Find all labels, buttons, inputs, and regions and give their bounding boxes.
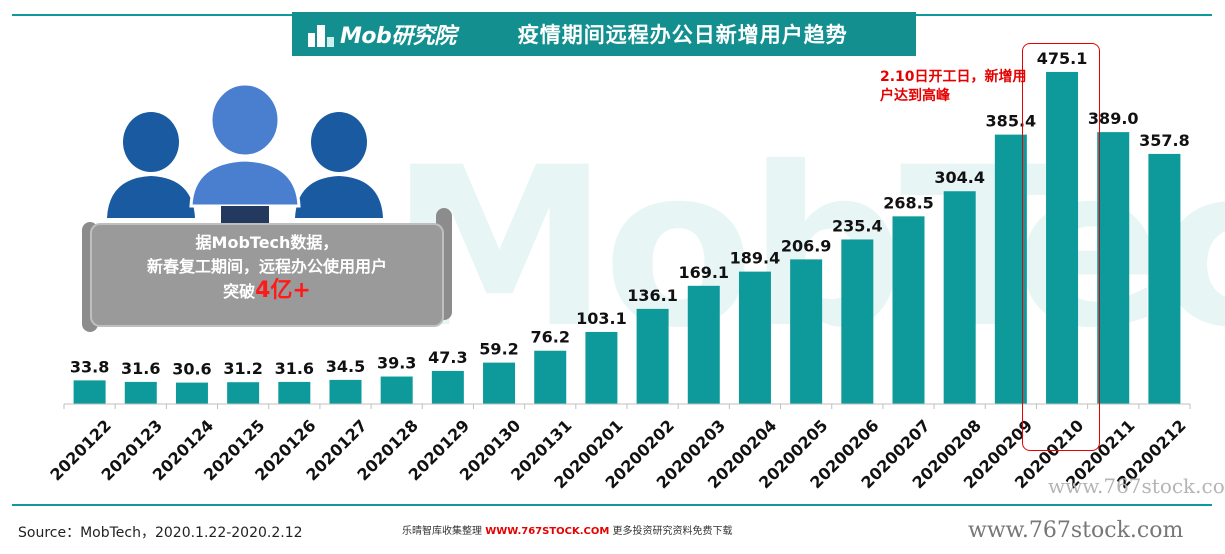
bar-2020125 — [227, 382, 260, 404]
value-label: 34.5 — [326, 357, 365, 376]
peak-annotation: 2.10日开工日，新增用户达到高峰 — [880, 69, 1027, 104]
value-label: 389.0 — [1088, 109, 1139, 128]
bar-20200212 — [1148, 153, 1181, 404]
value-label: 76.2 — [530, 328, 569, 347]
bar-20200208 — [943, 191, 976, 404]
title-banner: Mob研究院 疫情期间远程办公日新增用户趋势 — [292, 12, 916, 56]
bar-20200206 — [841, 239, 874, 404]
callout-highlight: 4亿+ — [255, 278, 311, 303]
value-label: 136.1 — [627, 286, 678, 305]
value-label: 39.3 — [377, 354, 416, 373]
bar-2020126 — [278, 381, 311, 404]
bar-20200202 — [636, 308, 669, 404]
callout-line-2: 新春复工期间，远程办公使用用户 — [146, 257, 387, 276]
callout-prefix: 突破 — [223, 282, 256, 301]
bar-2020122 — [73, 380, 106, 404]
value-label: 169.1 — [678, 263, 729, 282]
bar-2020124 — [175, 382, 208, 404]
footer-center-url: WWW.767STOCK.COM — [485, 526, 610, 537]
bar-2020130 — [483, 362, 516, 404]
users-group-icon — [107, 82, 383, 228]
value-label: 206.9 — [781, 236, 832, 255]
value-label: 385.4 — [986, 112, 1037, 131]
building-logo-icon — [308, 25, 334, 47]
peak-highlight-box — [1022, 43, 1100, 451]
value-label: 268.5 — [883, 193, 934, 212]
bar-2020128 — [380, 376, 413, 404]
bar-2020127 — [329, 379, 362, 404]
value-label: 59.2 — [479, 340, 518, 359]
bar-20200204 — [738, 271, 771, 404]
value-label: 235.4 — [832, 216, 883, 235]
value-label: 189.4 — [730, 249, 781, 268]
value-label: 33.8 — [70, 357, 109, 376]
bar-20200207 — [892, 216, 925, 404]
callout-box: 据MobTech数据， 新春复工期间，远程办公使用用户 突破4亿+ — [92, 225, 442, 325]
bar-20200209 — [994, 134, 1027, 405]
bar-20200210 — [1046, 71, 1079, 404]
bar-20200211 — [1097, 132, 1130, 404]
mob-logo: Mob研究院 — [306, 18, 456, 50]
value-label: 30.6 — [172, 360, 211, 379]
bar-2020129 — [431, 370, 464, 404]
footer-center-prefix: 乐晴智库收集整理 — [402, 526, 482, 537]
footer-site: www.767stock.com — [968, 518, 1184, 543]
value-label: 304.4 — [934, 168, 985, 187]
bar-2020123 — [124, 381, 157, 404]
site-watermark-small: www.767stock.com — [1048, 474, 1225, 498]
callout-line-3: 突破4亿+ — [92, 279, 442, 304]
value-label: 31.6 — [121, 359, 160, 378]
bottom-rule — [12, 504, 1212, 506]
callout-line-1: 据MobTech数据， — [195, 233, 339, 252]
bar-20200203 — [687, 285, 720, 404]
logo-text: Mob研究院 — [340, 24, 456, 49]
footer-center: 乐晴智库收集整理 WWW.767STOCK.COM 更多投资研究资料免费下载 — [402, 522, 733, 537]
bar-20200205 — [790, 259, 823, 404]
value-label: 31.2 — [223, 359, 262, 378]
source-note: Source：MobTech，2020.1.22-2020.2.12 — [18, 525, 303, 541]
bar-2020131 — [534, 350, 567, 404]
value-label: 31.6 — [275, 359, 314, 378]
value-label: 357.8 — [1139, 131, 1190, 150]
footer-center-suffix: 更多投资研究资料免费下载 — [612, 526, 733, 537]
bar-20200201 — [585, 331, 618, 404]
value-label: 475.1 — [1037, 49, 1088, 68]
page-title: 疫情期间远程办公日新增用户趋势 — [517, 23, 848, 47]
value-label: 47.3 — [428, 348, 467, 367]
value-label: 103.1 — [576, 309, 627, 328]
